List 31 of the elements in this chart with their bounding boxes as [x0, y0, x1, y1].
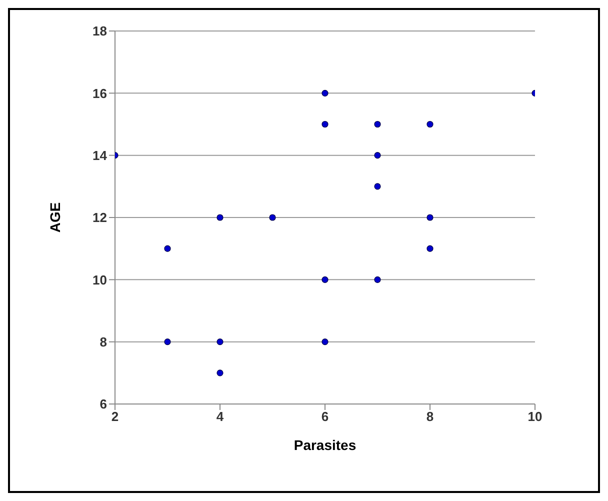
point	[426, 245, 434, 252]
point	[374, 183, 381, 190]
x-tick-label: 2	[111, 409, 119, 424]
point	[426, 214, 434, 221]
point	[322, 338, 328, 346]
x-tick-label: 6	[321, 409, 329, 424]
y-tick-label: 18	[92, 24, 107, 39]
x-tick-label: 4	[216, 409, 224, 424]
point	[322, 120, 328, 128]
y-tick-label: 14	[92, 148, 108, 163]
point	[164, 245, 171, 252]
x-axis-title: Parasites	[294, 437, 356, 453]
y-tick-label: 10	[92, 272, 107, 288]
point	[374, 276, 381, 283]
point	[374, 120, 381, 128]
point	[374, 152, 381, 159]
point	[269, 214, 276, 221]
x-tick-label: 10	[528, 409, 542, 424]
y-tick-label: 6	[100, 396, 107, 412]
y-tick-label: 16	[92, 86, 107, 101]
point	[426, 120, 434, 128]
y-tick-label: 8	[100, 334, 107, 350]
y-axis-title: AGE	[46, 202, 63, 233]
point	[216, 214, 224, 221]
point	[322, 90, 328, 96]
point	[322, 276, 328, 283]
x-tick-label: 8	[426, 409, 434, 424]
y-tick-label: 12	[92, 210, 107, 226]
point	[216, 370, 224, 376]
point	[216, 338, 224, 346]
point	[164, 338, 171, 346]
